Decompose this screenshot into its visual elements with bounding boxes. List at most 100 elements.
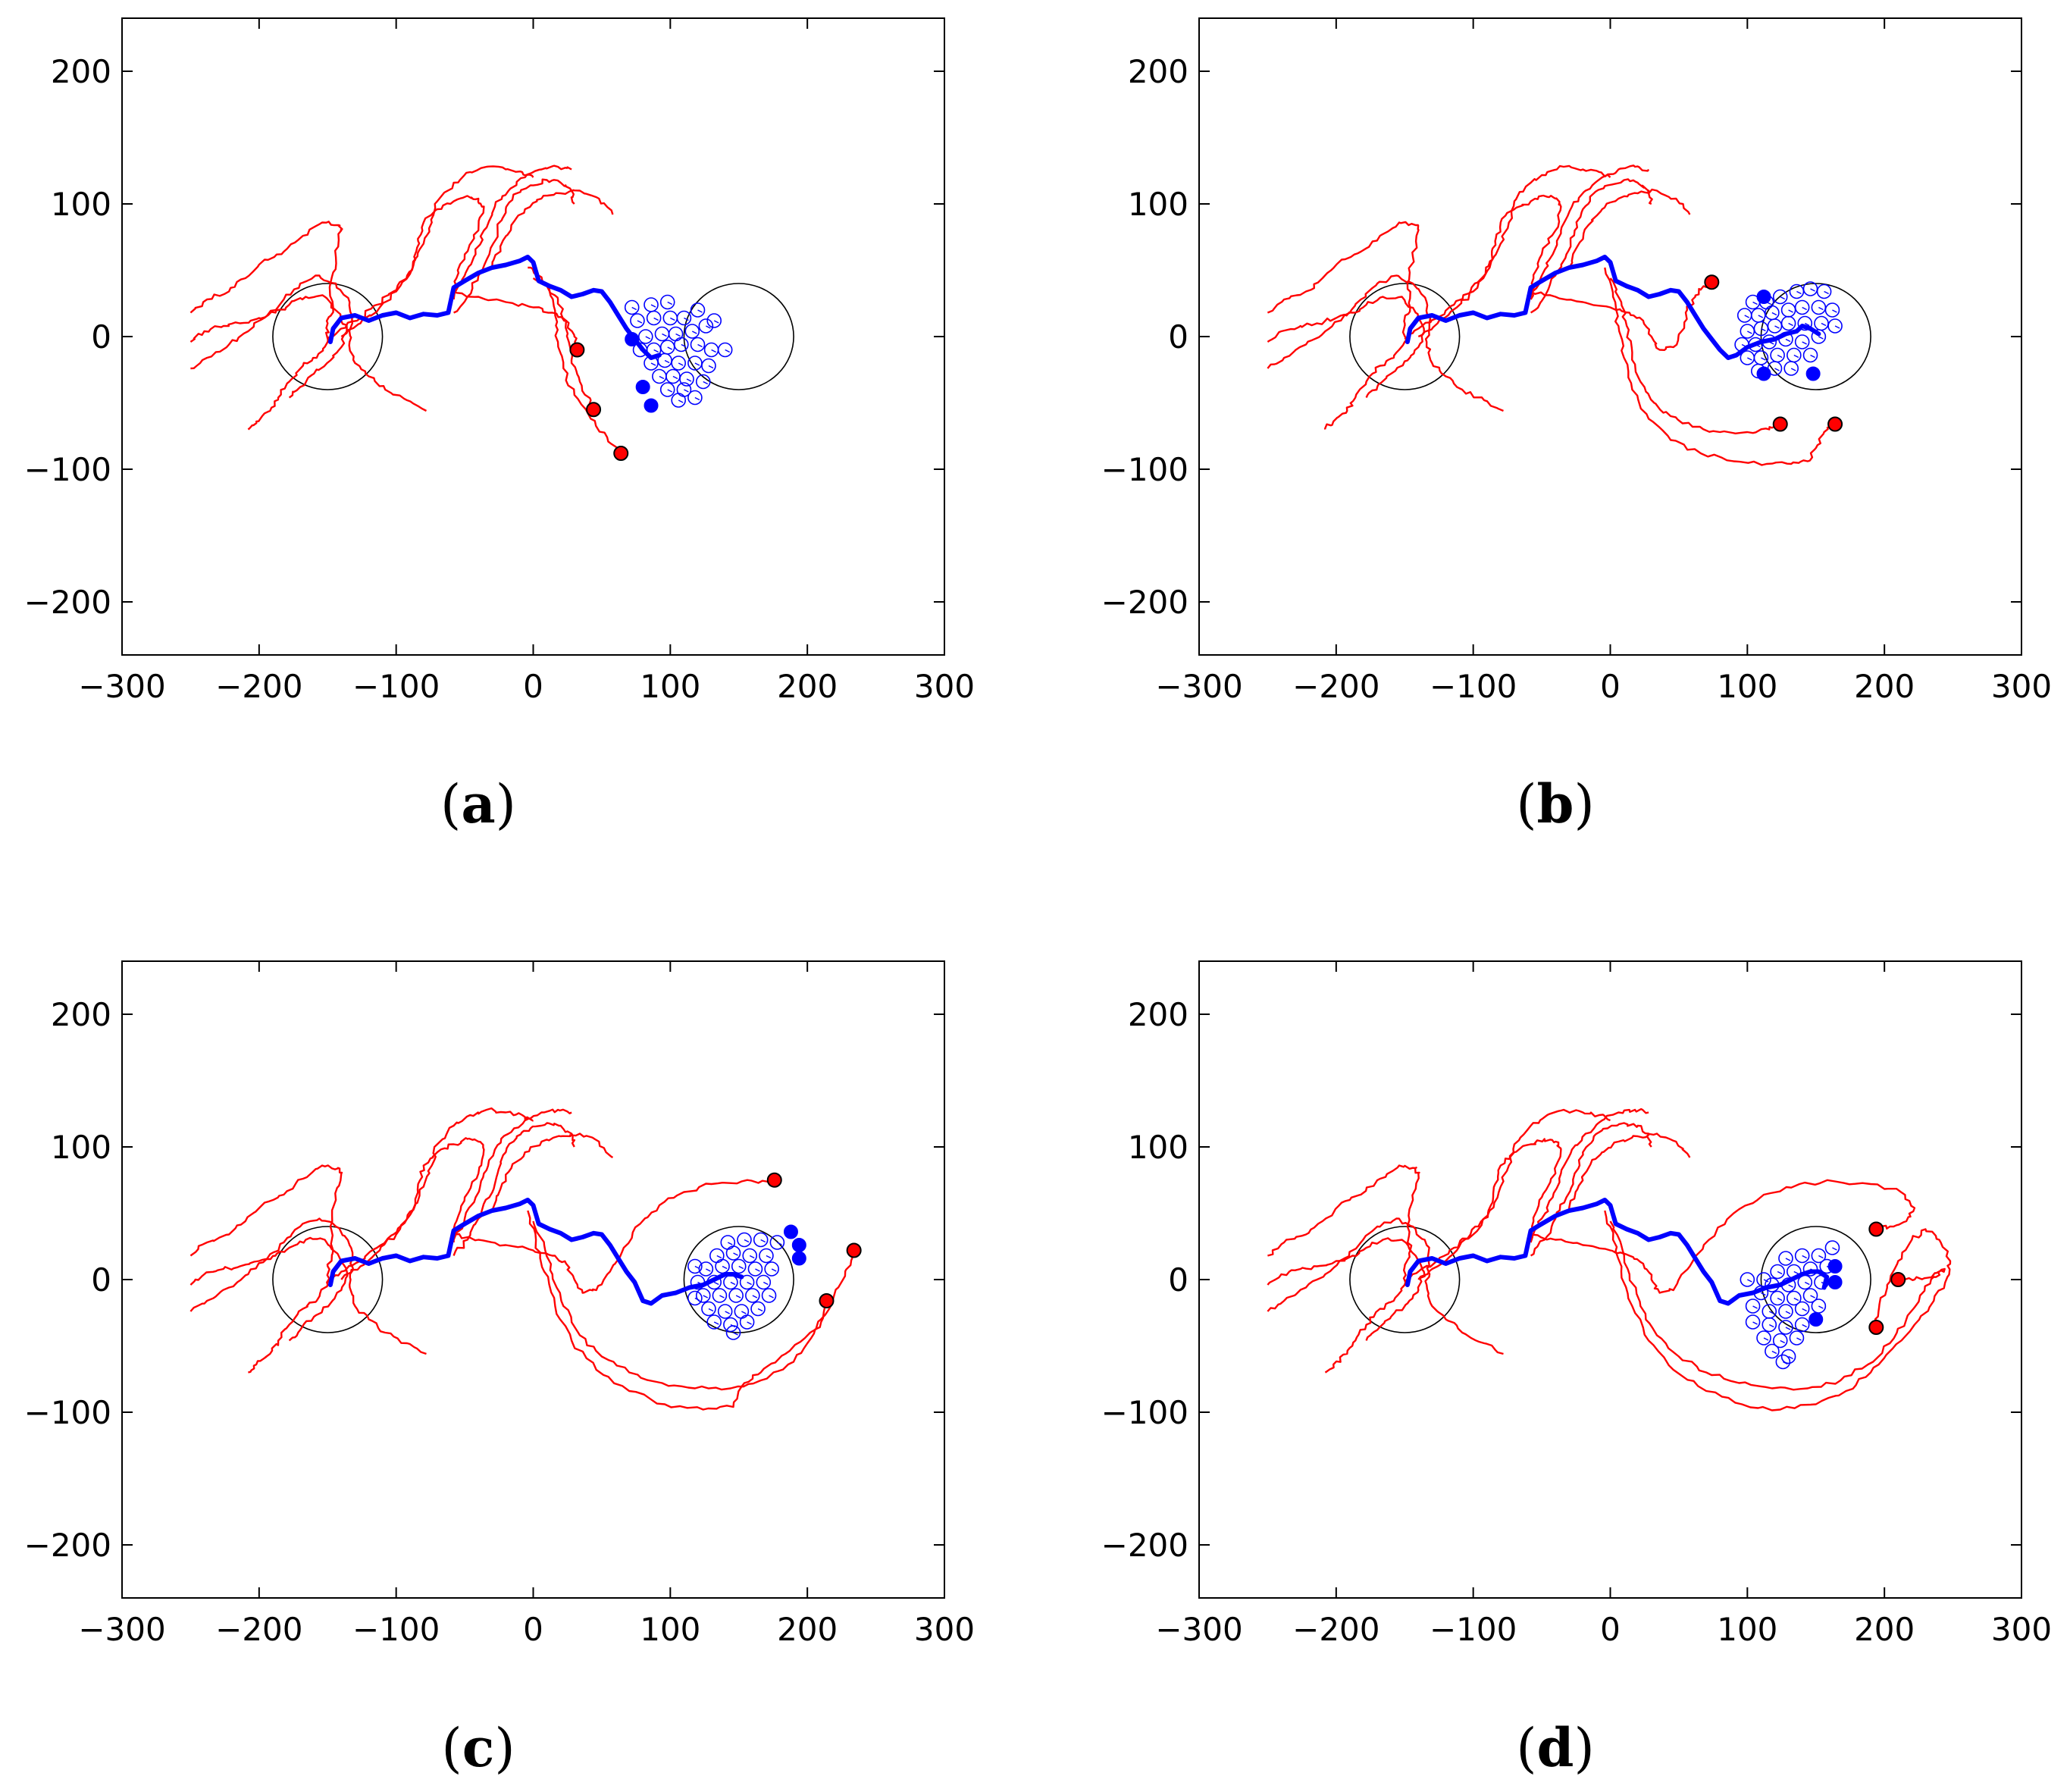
prey-marker [1794, 299, 1810, 315]
panel-b: −300 −200 −100 0 100 200 300 −200 −100 0 100 200 (b) [1101, 17, 2052, 835]
prey-heading [760, 1239, 766, 1243]
plot-frame [121, 17, 945, 656]
x-tick-label: −200 [215, 1611, 302, 1648]
predator-trajectory [1267, 274, 1504, 412]
prey-heading [1747, 357, 1752, 361]
prey-marker [725, 1325, 741, 1340]
predator-trajectory [1530, 1107, 1649, 1241]
prey-heading [686, 378, 692, 382]
prey-marker [637, 329, 653, 344]
region-circle [1760, 283, 1871, 390]
prey-marker [1794, 1248, 1810, 1264]
prey-marker [706, 313, 722, 328]
prey-marker [739, 1314, 755, 1330]
prey-marker [1778, 1320, 1793, 1335]
prey-heading [697, 309, 703, 313]
prey-marker [1797, 1274, 1813, 1290]
prey-heading [1832, 1247, 1837, 1251]
x-tick-label: −300 [78, 1611, 165, 1648]
x-tick-label: −100 [1430, 668, 1517, 705]
prey-heading [653, 317, 659, 321]
prey-heading [1788, 1284, 1793, 1288]
prey-heading [1763, 1337, 1769, 1341]
prey-marker [684, 324, 700, 339]
prey-heading [1752, 301, 1758, 305]
predator-marker [1868, 1320, 1884, 1335]
prey-heading [691, 331, 697, 334]
predator-trajectory [1568, 188, 1691, 268]
prey-marker [1824, 1240, 1840, 1255]
prey-marker [756, 1274, 772, 1290]
prey-heading [708, 365, 714, 369]
y-tick-label: 200 [1128, 996, 1188, 1033]
y-tick-label: 100 [1128, 1129, 1188, 1166]
prey-marker [706, 1274, 722, 1290]
x-tick-label: −300 [78, 668, 165, 705]
captured-prey-marker [791, 1251, 806, 1266]
prey-heading [1768, 1311, 1774, 1314]
x-tick-label: 100 [1717, 668, 1777, 705]
x-tick-label: 100 [640, 1611, 700, 1648]
prey-heading [697, 343, 703, 348]
predator-marker [1890, 1272, 1906, 1287]
x-tick-label: −100 [352, 1611, 440, 1648]
plot-area [189, 1107, 862, 1411]
y-tick-label: 0 [1168, 1261, 1188, 1299]
predator-marker [586, 402, 602, 418]
prey-heading [678, 362, 684, 366]
y-tick-label: 0 [91, 318, 111, 356]
prey-marker [1794, 1317, 1810, 1333]
prey-marker [1789, 1330, 1805, 1346]
prey-marker [1802, 1288, 1818, 1303]
prey-heading [672, 375, 678, 380]
prey-heading [681, 343, 687, 348]
prey-marker [1787, 1290, 1802, 1306]
panel-label: (c) [441, 1716, 515, 1779]
captured-prey-marker [635, 380, 650, 394]
prey-heading [1755, 343, 1761, 348]
prey-heading [694, 396, 700, 401]
y-tick-label: −100 [1101, 1394, 1188, 1431]
predator-trajectory [189, 294, 348, 399]
prey-marker [687, 1290, 703, 1306]
plot-frame [1198, 17, 2022, 656]
y-tick-label: 200 [51, 996, 111, 1033]
prey-heading [738, 1265, 744, 1270]
prey-centroid-trajectory [327, 1198, 744, 1306]
prey-heading [733, 1252, 738, 1256]
prey-marker [725, 1245, 741, 1261]
prey-heading [722, 1265, 728, 1270]
prey-centroid-trajectory [327, 255, 662, 360]
prey-heading [1802, 341, 1807, 345]
prey-heading [675, 333, 681, 337]
y-tick-label: −200 [24, 1527, 111, 1564]
predator-marker [1868, 1221, 1884, 1237]
prey-heading [1818, 1305, 1824, 1309]
predator-trajectory [453, 1122, 576, 1256]
predator-trajectory [1609, 277, 1781, 434]
y-tick-label: −200 [1101, 1527, 1188, 1564]
predator-trajectory [189, 1164, 343, 1374]
prey-heading [777, 1242, 782, 1245]
prey-marker [671, 356, 686, 371]
predator-trajectory [491, 189, 614, 268]
prey-marker [1772, 1333, 1788, 1349]
x-tick-label: −100 [352, 668, 440, 705]
predator-trajectory [1530, 164, 1650, 297]
prey-heading [749, 1255, 755, 1259]
prey-marker [1740, 1272, 1755, 1287]
captured-prey-marker [1827, 1259, 1843, 1274]
prey-marker [1824, 302, 1840, 318]
prey-heading [1761, 1292, 1766, 1296]
region-circle [1760, 1226, 1871, 1333]
region-circle [272, 1226, 384, 1333]
prey-marker [731, 1258, 747, 1274]
x-tick-label: 200 [777, 668, 838, 705]
prey-heading [1821, 322, 1827, 327]
x-tick-label: −200 [215, 668, 302, 705]
panel-label: (a) [440, 772, 516, 835]
prey-marker [1797, 315, 1813, 331]
region-circle [683, 1226, 794, 1333]
prey-marker [1756, 1272, 1771, 1287]
prey-marker [761, 1288, 777, 1303]
